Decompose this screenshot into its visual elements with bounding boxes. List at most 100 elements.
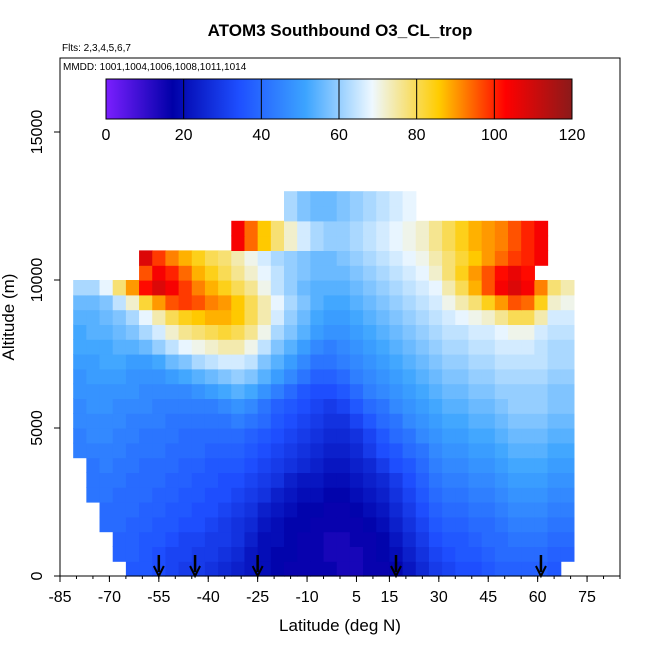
heatmap-cell xyxy=(323,561,338,577)
heatmap-cell xyxy=(481,516,496,533)
x-tick-label: 15 xyxy=(381,589,399,606)
heatmap-cell xyxy=(86,428,101,444)
heatmap-cell xyxy=(389,516,404,533)
heatmap-cell xyxy=(442,502,456,518)
heatmap-cell xyxy=(376,531,391,547)
heatmap-cell xyxy=(99,294,114,311)
heatmap-cell xyxy=(521,442,535,459)
heatmap-cell xyxy=(455,368,470,385)
heatmap-cell xyxy=(323,442,338,459)
heatmap-cell xyxy=(442,383,456,399)
heatmap-cell xyxy=(204,487,219,503)
heatmap-cell xyxy=(468,294,483,311)
heatmap-cell xyxy=(125,516,140,533)
heatmap-cell xyxy=(547,442,562,459)
heatmap-cell xyxy=(402,324,417,340)
heatmap-cell xyxy=(284,561,298,577)
heatmap-cell xyxy=(455,250,470,266)
heatmap-cell xyxy=(521,220,535,237)
heatmap-cell xyxy=(323,235,338,251)
heatmap-cell xyxy=(389,294,404,311)
heatmap-cell xyxy=(336,191,351,207)
heatmap-cell xyxy=(310,250,325,266)
heatmap-cell xyxy=(257,309,272,325)
heatmap-cell xyxy=(204,413,219,429)
heatmap-cell xyxy=(204,428,219,444)
heatmap-cell xyxy=(481,502,496,518)
heatmap-cell xyxy=(336,487,351,503)
heatmap-cell xyxy=(481,354,496,370)
heatmap-cell xyxy=(349,235,364,251)
heatmap-cell xyxy=(402,294,417,311)
heatmap-cell xyxy=(389,546,404,562)
heatmap-cell xyxy=(257,516,272,533)
heatmap-cell xyxy=(191,428,206,444)
heatmap-cell xyxy=(508,413,522,429)
heatmap-cell xyxy=(231,516,246,533)
heatmap-cell xyxy=(218,250,232,266)
heatmap-cell xyxy=(428,516,443,533)
heatmap-cell xyxy=(376,428,391,444)
colorbar-tick-label: 120 xyxy=(559,127,586,144)
y-tick-label: 0 xyxy=(29,571,46,580)
heatmap-cell xyxy=(547,398,562,414)
heatmap-cell xyxy=(547,516,562,533)
heatmap-cell xyxy=(139,457,153,473)
heatmap-cell xyxy=(125,487,140,503)
heatmap-cell xyxy=(231,354,246,370)
heatmap-cell xyxy=(99,428,114,444)
heatmap-cell xyxy=(178,413,193,429)
heatmap-cell xyxy=(297,206,311,222)
heatmap-cell xyxy=(204,294,219,311)
heatmap-cell xyxy=(508,487,522,503)
heatmap-cell xyxy=(349,487,364,503)
heatmap-cell xyxy=(270,428,285,444)
x-tick-label: -10 xyxy=(295,589,318,606)
heatmap-cell xyxy=(349,324,364,340)
heatmap-cell xyxy=(481,487,496,503)
heatmap-cell xyxy=(494,368,509,385)
heatmap-cell xyxy=(125,339,140,355)
heatmap-cell xyxy=(231,531,246,547)
heatmap-cell xyxy=(191,516,206,533)
heatmap-cell xyxy=(323,428,338,444)
heatmap-cell xyxy=(178,457,193,473)
heatmap-cell xyxy=(481,442,496,459)
heatmap-cell xyxy=(481,265,496,281)
heatmap-cell xyxy=(521,250,535,266)
heatmap-cell xyxy=(297,546,311,562)
heatmap-cell xyxy=(402,472,417,488)
heatmap-cell xyxy=(191,487,206,503)
heatmap-cell xyxy=(363,413,377,429)
heatmap-cell xyxy=(112,413,127,429)
heatmap-cell xyxy=(257,220,272,237)
heatmap-cell xyxy=(257,472,272,488)
heatmap-cell xyxy=(99,516,114,533)
heatmap-cell xyxy=(99,383,114,399)
heatmap-cell xyxy=(152,280,167,296)
heatmap-cell xyxy=(139,516,153,533)
heatmap-cell xyxy=(270,354,285,370)
heatmap-cell xyxy=(494,457,509,473)
heatmap-cell xyxy=(165,354,180,370)
heatmap-cell xyxy=(508,235,522,251)
heatmap-cell xyxy=(218,324,232,340)
heatmap-cell xyxy=(560,531,575,547)
heatmap-cell xyxy=(178,354,193,370)
heatmap-cell xyxy=(178,398,193,414)
heatmap-cell xyxy=(376,487,391,503)
heatmap-cell xyxy=(560,324,575,340)
heatmap-cell xyxy=(547,472,562,488)
heatmap-cell xyxy=(297,250,311,266)
heatmap-cell xyxy=(257,324,272,340)
heatmap-cell xyxy=(270,383,285,399)
x-tick-label: 5 xyxy=(352,589,361,606)
heatmap-cell xyxy=(125,428,140,444)
heatmap-cell xyxy=(297,265,311,281)
heatmap-cell xyxy=(297,280,311,296)
heatmap-cell xyxy=(336,428,351,444)
x-tick-label: 60 xyxy=(529,589,547,606)
heatmap-cell xyxy=(376,354,391,370)
heatmap-cell xyxy=(270,472,285,488)
heatmap-cell xyxy=(284,280,298,296)
